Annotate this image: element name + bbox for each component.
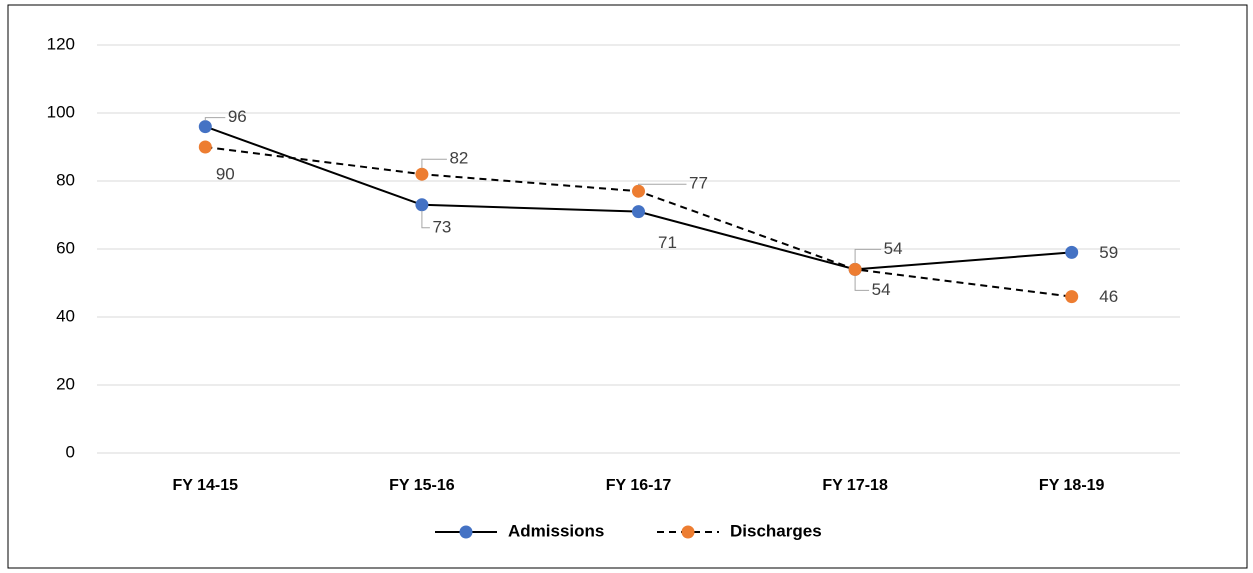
data-label: 73 (432, 217, 451, 236)
y-tick-label: 0 (66, 442, 75, 461)
legend-marker (459, 525, 473, 539)
legend-label: Admissions (508, 521, 604, 540)
point (848, 262, 862, 276)
point (1065, 290, 1079, 304)
data-label: 82 (449, 149, 468, 168)
y-tick-label: 40 (56, 306, 75, 325)
leader-line (854, 248, 882, 264)
point (198, 120, 212, 134)
data-label: 59 (1099, 243, 1118, 262)
point (415, 167, 429, 181)
chart-border (7, 4, 1248, 569)
data-label: 90 (216, 164, 235, 183)
leader-line (421, 158, 447, 169)
data-label: 54 (884, 239, 903, 258)
point (415, 198, 429, 212)
y-tick-label: 120 (47, 34, 75, 53)
legend-marker (681, 525, 695, 539)
y-tick-label: 20 (56, 374, 75, 393)
x-tick-label: FY 15-16 (389, 477, 455, 494)
x-tick-label: FY 18-19 (1039, 477, 1105, 494)
y-tick-label: 100 (47, 102, 75, 121)
data-label: 46 (1099, 287, 1118, 306)
leader-line (638, 183, 687, 186)
point (1065, 245, 1079, 259)
leader-line (204, 117, 226, 121)
data-label: 71 (658, 233, 677, 252)
point (198, 140, 212, 154)
data-label: 54 (872, 280, 891, 299)
data-label: 77 (689, 174, 708, 193)
x-tick-label: FY 17-18 (822, 477, 888, 494)
legend-label: Discharges (730, 521, 822, 540)
point (632, 184, 645, 198)
y-tick-label: 60 (56, 238, 75, 257)
point (632, 205, 645, 219)
y-tick-label: 80 (56, 170, 75, 189)
leader-line (854, 275, 870, 291)
x-tick-label: FY 14-15 (173, 477, 239, 494)
x-tick-label: FY 16-17 (606, 477, 672, 494)
data-label: 96 (228, 107, 247, 126)
leader-line (421, 210, 430, 229)
